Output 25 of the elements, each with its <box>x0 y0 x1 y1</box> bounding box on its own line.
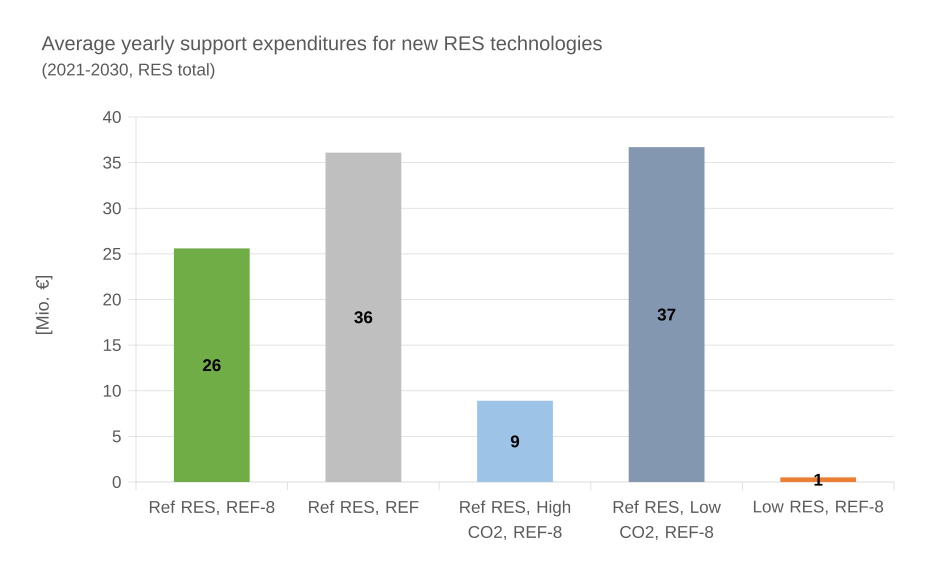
x-tick-label: Ref RES, High CO2, REF-8 <box>460 500 570 540</box>
y-tick-label: 15 <box>104 339 121 352</box>
bar <box>628 147 705 482</box>
y-tick-label: 10 <box>104 384 121 397</box>
data-label: 26 <box>202 359 221 372</box>
bar <box>174 248 250 482</box>
y-tick-label: 20 <box>103 293 121 306</box>
data-label: 37 <box>658 308 676 321</box>
y-tick-label: 25 <box>103 248 121 260</box>
bar <box>326 152 402 482</box>
y-tick-label: 30 <box>103 202 121 214</box>
bar <box>477 400 553 482</box>
chart-title: Average yearly support expenditures for new RES technologies <box>42 36 602 54</box>
y-tick-label: 40 <box>102 110 121 124</box>
y-tick-label: 5 <box>112 430 121 442</box>
y-tick-label: 0 <box>112 476 121 488</box>
x-tick-label: Ref RES, REF <box>309 500 418 516</box>
x-tick-label: Ref RES, Low CO2, REF-8 <box>614 500 721 540</box>
data-label: 36 <box>354 311 372 324</box>
x-tick-label: Low RES, REF-8 <box>754 500 884 515</box>
y-axis-title: [Mio. €] <box>36 276 52 334</box>
chart-subtitle: (2021-2030, RES total) <box>42 63 214 79</box>
data-label: 9 <box>510 435 520 448</box>
x-tick-label: Ref RES, REF-8 <box>150 500 274 516</box>
y-tick-label: 35 <box>103 156 121 169</box>
